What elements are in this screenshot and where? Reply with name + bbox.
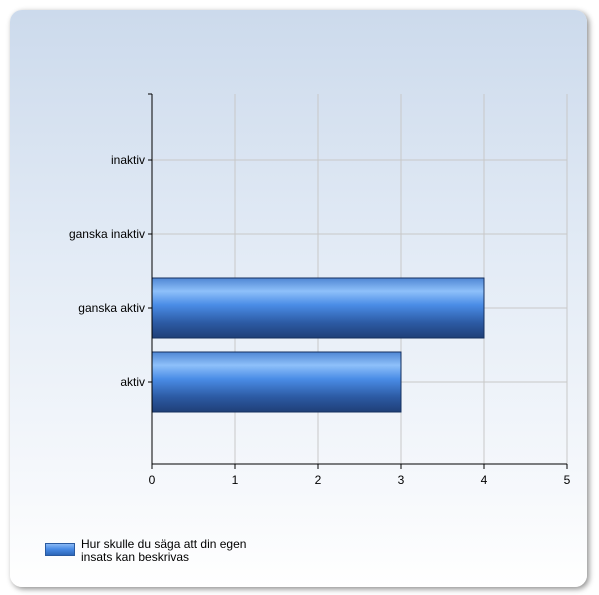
bar-2 [151, 277, 485, 339]
chart-panel: inaktiv ganska inaktiv ganska aktiv aktiv 0 1… [10, 10, 587, 587]
x-tick-label-4: 4 [481, 473, 488, 487]
x-tick-label-0: 0 [149, 473, 156, 487]
x-tick-label-1: 1 [232, 473, 239, 487]
y-tick-label-0: inaktiv [111, 153, 145, 167]
bar-3 [151, 351, 402, 413]
bar-chart: inaktiv ganska inaktiv ganska aktiv aktiv 0 1… [69, 93, 571, 487]
y-tick-label-1: ganska inaktiv [69, 227, 145, 241]
x-tick-label-3: 3 [398, 473, 405, 487]
x-tick-label-5: 5 [564, 473, 571, 487]
plot-area: inaktiv ganska inaktiv ganska aktiv aktiv 0 1… [69, 93, 571, 487]
legend-label: Hur skulle du säga att din egen insats k… [81, 537, 247, 564]
legend: Hur skulle du säga att din egen insats k… [45, 538, 266, 564]
y-tick-label-3: aktiv [120, 375, 145, 389]
y-tick-label-2: ganska aktiv [78, 301, 145, 315]
x-tick-label-2: 2 [315, 473, 322, 487]
legend-swatch [45, 543, 75, 556]
